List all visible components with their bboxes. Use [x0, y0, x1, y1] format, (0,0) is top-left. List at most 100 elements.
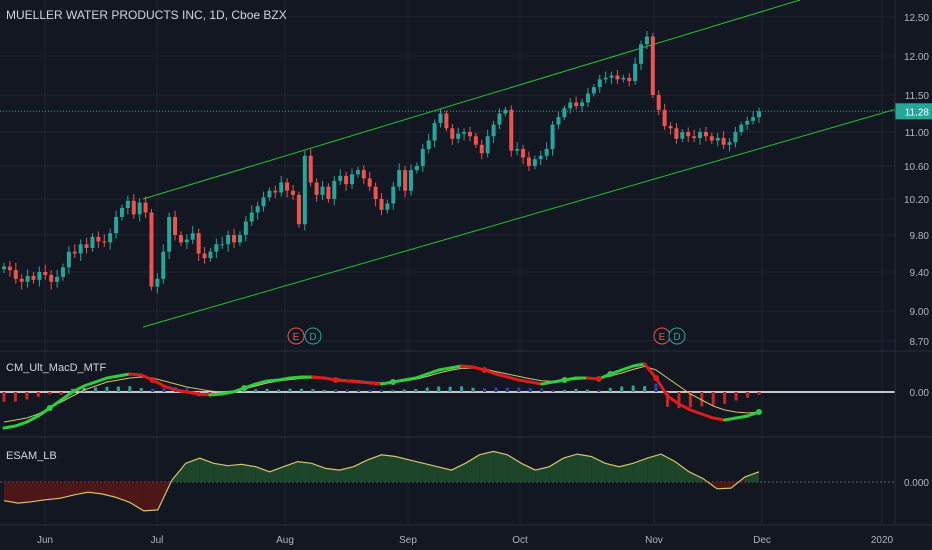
macd-line-seg-57	[643, 362, 658, 380]
esam-fill-16	[213, 463, 228, 482]
candle-body-53	[314, 182, 319, 195]
esam-fill-4	[45, 482, 60, 500]
esam-fill-2	[17, 482, 32, 504]
macd-hist-61	[700, 392, 704, 407]
esam-fill-38	[521, 463, 536, 482]
candle-body-121	[715, 137, 720, 141]
candle-body-47	[279, 182, 284, 193]
macd-cross-dot-34	[389, 379, 396, 385]
esam-fill-21	[283, 461, 298, 482]
macd-line-seg-33	[368, 381, 383, 386]
macd-hist-54	[620, 386, 624, 392]
esam-fill-6	[73, 482, 88, 495]
macd-line-seg-44	[494, 372, 509, 379]
candle-body-61	[361, 170, 366, 179]
candle-body-33	[196, 233, 201, 254]
candle-body-71	[420, 149, 425, 166]
esam-fill-43	[591, 456, 606, 482]
esam-fill-14	[185, 458, 200, 482]
macd-hist-31	[357, 389, 361, 392]
candle-body-24	[143, 202, 148, 213]
macd-hist-33	[380, 389, 383, 392]
time-tick-0: Jun	[37, 535, 53, 546]
macd-cross-dot-42	[481, 367, 488, 373]
pane-separators[interactable]	[0, 0, 932, 526]
macd-pane	[0, 362, 895, 430]
candle-body-120	[709, 136, 714, 141]
candle-body-43	[255, 206, 260, 213]
macd-hist-63	[723, 392, 727, 404]
esam-fill-44	[605, 463, 620, 482]
channel-upper	[142, 0, 801, 200]
candle-body-88	[521, 149, 526, 158]
candle-body-68	[403, 170, 408, 191]
candle-body-0	[2, 266, 6, 270]
esam-fill-41	[563, 454, 578, 482]
candle-body-36	[214, 244, 219, 252]
macd-hist-13	[151, 388, 155, 392]
candle-body-48	[285, 182, 290, 191]
macd-line-seg-10	[105, 374, 120, 380]
macd-hist-3	[36, 392, 40, 397]
candle-body-63	[373, 186, 378, 199]
macd-line-seg-58	[654, 376, 669, 398]
candle-body-57	[338, 175, 343, 181]
esam-fill-3	[31, 482, 46, 502]
macd-hist-9	[105, 386, 109, 392]
candle-body-30	[178, 235, 183, 243]
macd-hist-38	[437, 386, 441, 392]
macd-hist-59	[677, 392, 681, 409]
macd-line-seg-20	[219, 390, 235, 396]
candle-body-11	[66, 251, 71, 268]
macd-line-seg-23	[254, 379, 269, 386]
macd-line-seg-16	[174, 388, 189, 394]
price-tick-9: 8.70	[910, 337, 930, 348]
candle-body-39	[232, 235, 237, 243]
candle-body-5	[31, 275, 36, 280]
macd-pane-title: CM_Ult_MacD_MTF	[6, 362, 107, 374]
candle-body-124	[733, 132, 738, 143]
macd-hist-51	[585, 389, 589, 392]
candle-body-86	[509, 109, 514, 151]
candle-body-46	[273, 190, 278, 193]
macd-line-seg-37	[414, 372, 429, 380]
candle-body-123	[727, 142, 732, 145]
esam-pane-title: ESAM_LB	[6, 450, 57, 462]
price-tick-2: 11.50	[905, 91, 930, 102]
price-tick-3: 11.00	[905, 128, 930, 139]
candle-body-95	[562, 108, 567, 118]
esam-fill-22	[297, 461, 312, 482]
candle-body-118	[698, 132, 703, 138]
candle-body-7	[43, 272, 48, 275]
esam-fill-24	[325, 468, 340, 482]
event-label-3: D	[673, 332, 680, 343]
esam-fill-49	[675, 461, 690, 482]
macd-line-seg-28	[311, 375, 326, 380]
candle-body-54	[320, 186, 325, 195]
candle-body-104	[615, 75, 620, 80]
macd-hist-34	[391, 390, 395, 392]
time-tick-2: Aug	[276, 535, 294, 546]
macd-hist-43	[494, 387, 498, 392]
candle-body-99	[585, 93, 590, 103]
candle-body-13	[78, 244, 83, 254]
macd-hist-12	[139, 388, 143, 392]
event-badge-e-0	[287, 327, 305, 345]
time-tick-5: Nov	[645, 535, 663, 546]
macd-line-seg-18	[196, 392, 212, 397]
price-tick-1: 12.00	[904, 52, 929, 63]
price-tick-5: 10.20	[904, 195, 929, 206]
candle-body-100	[591, 87, 596, 94]
esam-fill-33	[451, 463, 466, 482]
candle-body-112	[662, 109, 667, 127]
candle-body-40	[237, 235, 242, 243]
macd-hist-1	[13, 392, 17, 402]
macd-hist-50	[574, 388, 578, 392]
candle-body-91	[538, 155, 543, 160]
macd-line-seg-6	[59, 390, 75, 402]
macd-hist-11	[128, 386, 132, 392]
candle-body-67	[397, 170, 402, 187]
macd-line-seg-26	[288, 375, 303, 380]
